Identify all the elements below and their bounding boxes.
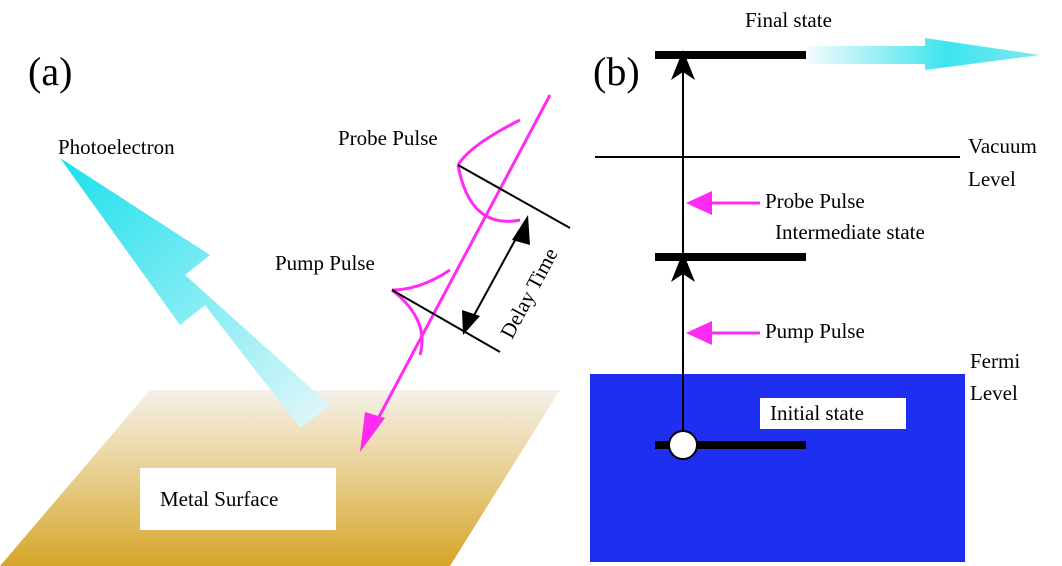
intermediate-label: Intermediate state xyxy=(775,220,925,244)
emission-arrow xyxy=(808,38,1040,70)
probe-label: Probe Pulse xyxy=(765,189,865,213)
diagram: Metal Surface (a) Photoelectron Probe Pu… xyxy=(0,0,1062,566)
pulse-arrowhead xyxy=(686,321,712,345)
panel-label: (a) xyxy=(28,49,72,94)
initial-label: Initial state xyxy=(770,401,864,425)
panel-label: (b) xyxy=(593,49,640,94)
pulse-arrows xyxy=(705,203,760,333)
photoelectron-arrow xyxy=(60,158,330,428)
final-label: Final state xyxy=(745,8,832,32)
pump-label: Pump Pulse xyxy=(765,319,865,343)
fermi-label: Level xyxy=(970,381,1018,405)
fermi-label: Fermi xyxy=(970,349,1020,373)
vacuum-label: Level xyxy=(968,167,1016,191)
pulse-arrowhead xyxy=(686,191,712,215)
probe-label: Probe Pulse xyxy=(338,126,438,150)
pump-label: Pump Pulse xyxy=(275,251,375,275)
surface-label: Metal Surface xyxy=(160,487,278,511)
panel-a: Metal Surface (a) Photoelectron Probe Pu… xyxy=(0,49,570,566)
panel-b: (b) Final state Vacuum Level Probe Pulse… xyxy=(590,8,1040,562)
delay-arrowhead xyxy=(462,310,480,335)
electron xyxy=(669,431,697,459)
photoelectron-label: Photoelectron xyxy=(58,135,175,159)
vacuum-label: Vacuum xyxy=(968,134,1037,158)
